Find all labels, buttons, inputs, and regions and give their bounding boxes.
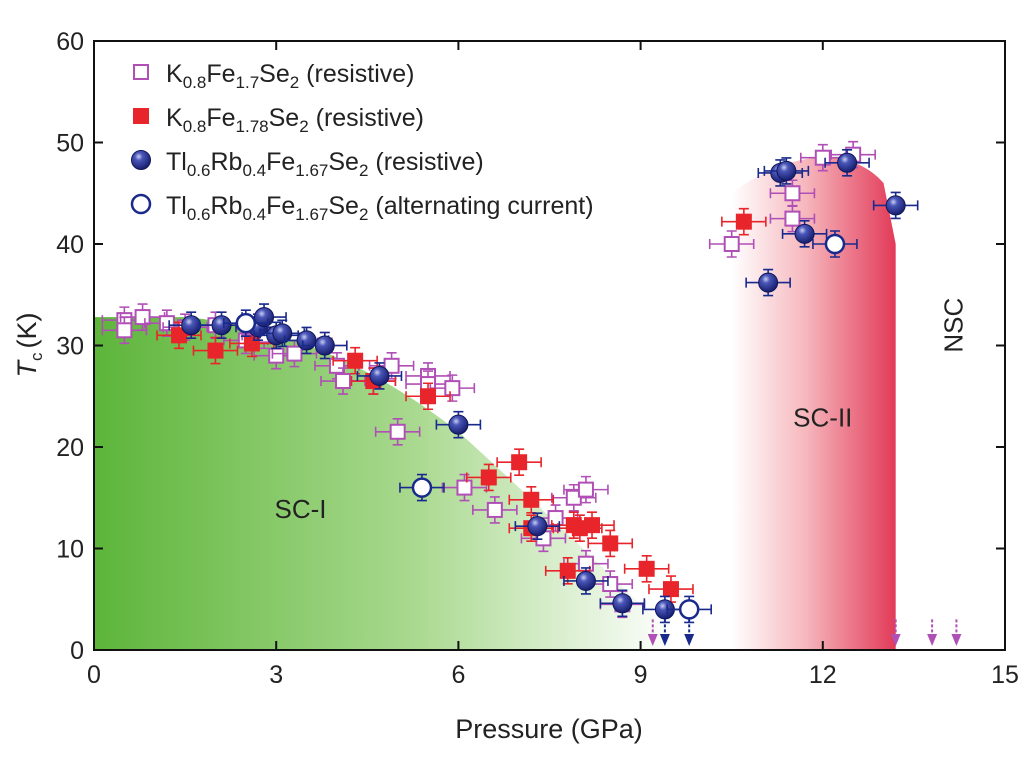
limit-arrow-head [684,634,695,646]
legend-marker [133,108,149,124]
data-point-square-filled [638,560,655,577]
data-point-square-filled [347,352,364,369]
data-point-square-open [444,380,461,397]
legend-entry: K0.8Fe1.78Se2 (resistive) [166,104,424,136]
legend-marker [133,64,149,80]
x-tick-label: 9 [634,661,648,689]
data-point-square-open [383,357,400,374]
data-point-square-open [389,423,406,440]
data-point-circle-filled [758,272,779,293]
data-point-square-filled [511,454,528,471]
data-point-circle-open [235,312,257,334]
data-point-square-open [268,347,285,364]
data-point-square-open [134,309,151,326]
y-axis-title-main: T [12,359,42,378]
data-point-square-open [723,236,740,252]
data-point-circle-filled [575,570,596,591]
data-point-square-filled [480,469,497,486]
data-point-square-open [286,345,303,362]
sc1-region [94,317,678,650]
y-tick-label: 0 [70,637,84,665]
data-point-circle-filled [296,330,317,351]
data-point-circle-filled [794,223,815,244]
limit-arrow-head [951,634,962,646]
data-point-square-open [486,501,503,518]
data-point-square-filled [207,342,224,359]
data-point-circle-filled [181,315,202,336]
data-point-square-open [814,149,831,166]
data-point-square-filled [584,517,601,534]
y-tick-label: 10 [56,536,84,564]
data-point-circle-filled [527,516,548,537]
x-tick-label: 6 [451,661,465,689]
data-point-square-open [602,576,619,593]
data-point-circle-open [678,599,700,620]
data-point-circle-open [411,477,433,498]
x-tick-label: 12 [809,661,837,689]
data-point-circle-filled [369,365,390,386]
limit-arrow-head [659,634,670,646]
legend-entry: K0.8Fe1.7Se2 (resistive) [166,60,415,92]
region-label-nsc: NSC [938,298,968,353]
legend-marker [130,193,152,215]
chart-legend: K0.8Fe1.7Se2 (resistive) K0.8Fe1.78Se2 (r… [130,60,594,224]
legend-marker [131,150,151,170]
data-point-circle-filled [314,335,335,356]
limit-arrow-head [647,634,658,646]
legend-entry: Tl0.6Rb0.4Fe1.67Se2 (alternating current… [166,192,594,224]
y-tick-label: 50 [56,130,84,158]
y-axis-title-sub: c [27,352,46,361]
region-label-sc1: SC-I [274,494,326,524]
data-point-square-open [116,322,133,339]
data-point-circle-filled [211,315,232,336]
y-tick-label: 30 [56,333,84,361]
y-tick-label: 40 [56,231,84,259]
data-point-square-filled [171,327,188,344]
data-point-circle-filled [272,323,293,344]
data-point-circle-open [824,233,846,255]
data-point-circle-filled [612,593,633,614]
data-marks [101,140,962,646]
y-axis-title-unit: (K) [12,313,42,349]
data-point-square-open [565,489,582,506]
data-point-circle-filled [885,195,906,216]
data-point-circle-filled [448,414,469,435]
data-point-square-open [577,481,594,498]
y-tick-label: 20 [56,434,84,462]
x-axis-title: Pressure (GPa) [455,714,643,744]
data-point-square-filled [559,562,576,579]
x-tick-label: 15 [991,661,1019,689]
x-tick-label: 0 [87,661,101,689]
data-point-square-open [784,210,801,227]
data-point-square-open [456,479,473,496]
region-label-sc2: SC-II [793,403,852,433]
data-point-square-filled [571,520,588,537]
data-point-square-filled [523,491,540,508]
limit-arrow-head [927,634,938,646]
limit-arrow-head [890,634,901,646]
data-point-circle-filled [254,307,275,328]
data-point-square-open [547,510,564,527]
data-point-square-open [335,373,352,390]
y-tick-label: 60 [56,28,84,56]
data-point-square-filled [662,581,679,598]
x-tick-label: 3 [269,661,283,689]
data-point-circle-filled [837,152,858,173]
y-axis-title: Tc (K) [12,313,46,378]
data-point-square-filled [420,388,437,405]
data-point-circle-filled [776,160,797,181]
data-point-square-filled [602,535,619,552]
data-point-square-filled [735,213,752,230]
axis-ticks: 0 3 6 9 12 15 0 10 20 30 40 50 60 [56,28,1019,689]
legend-entry: Tl0.6Rb0.4Fe1.67Se2 (resistive) [166,148,484,180]
data-point-square-open [784,185,801,202]
